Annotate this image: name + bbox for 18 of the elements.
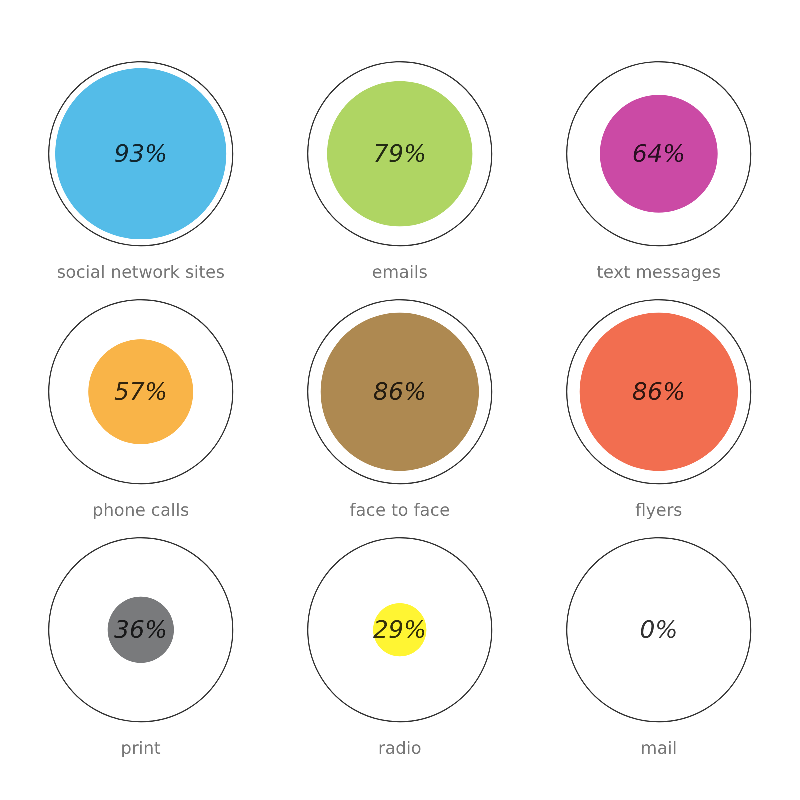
category-label: face to face [350, 501, 450, 522]
category-label: mail [640, 739, 678, 760]
category-label: phone calls [92, 501, 190, 522]
data-label: 93% [114, 140, 168, 168]
data-label: 79% [373, 140, 427, 168]
category-label: radio [378, 739, 422, 760]
data-label: 86% [632, 378, 686, 406]
data-label: 0% [640, 616, 678, 644]
data-label: 57% [114, 378, 168, 406]
category-label: emails [372, 263, 428, 284]
data-label: 29% [373, 616, 427, 644]
category-label: text messages [596, 263, 722, 284]
data-label: 86% [373, 378, 427, 406]
category-label: social network sites [57, 263, 226, 284]
category-label: flyers [635, 501, 683, 522]
category-label: print [121, 739, 162, 760]
data-label: 64% [632, 140, 686, 168]
data-label: 36% [114, 616, 168, 644]
